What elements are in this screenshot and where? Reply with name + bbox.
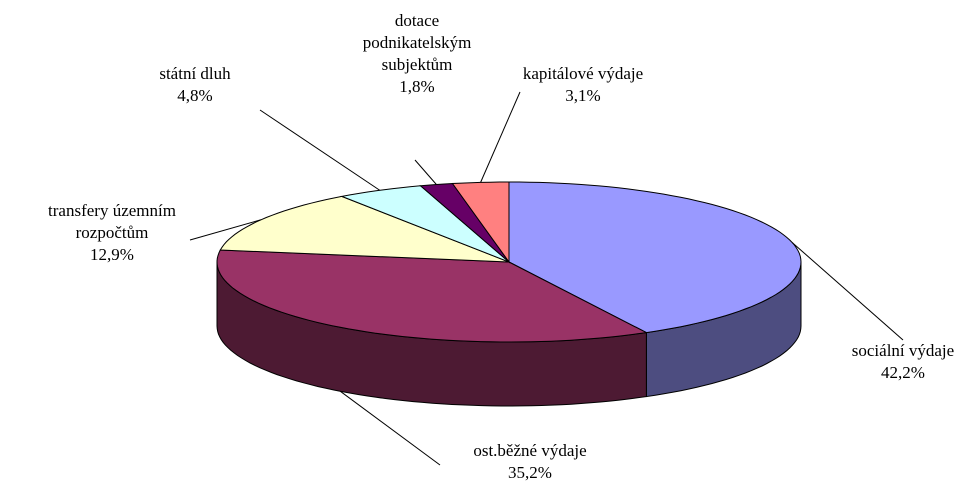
value-label: 4,8% [177,86,213,105]
category-label: státní dluh [159,64,231,83]
slice [451,181,510,264]
leader-line [189,219,262,241]
value-label: 12,9% [90,245,134,264]
slice-label: sociální výdaje 42,2% [823,340,974,384]
slice-label: kapitálové výdaje 3,1% [493,63,673,107]
value-label: 42,2% [881,363,925,382]
value-label: 3,1% [565,86,601,105]
category-label: kapitálové výdaje [522,64,644,83]
slice [339,185,510,263]
leader-line [480,91,521,183]
value-label: 35,2% [508,463,552,482]
slice-label: dotace podnikatelským subjektům 1,8% [347,10,487,98]
slice-label: ost.běžné výdaje 35,2% [430,440,630,484]
slice [216,249,649,343]
category-label: transfery územním rozpočtům [48,201,176,242]
category-label: sociální výdaje [851,341,955,360]
leader-line [340,390,441,466]
slice-label: státní dluh 4,8% [135,63,255,107]
category-label: ost.běžné výdaje [473,441,587,460]
category-label: dotace podnikatelským subjektům [362,11,472,74]
slice-label: transfery územním rozpočtům 12,9% [12,200,212,266]
leader-line [414,159,437,185]
leader-line [791,242,904,341]
value-label: 1,8% [399,77,435,96]
leader-line [259,109,380,191]
